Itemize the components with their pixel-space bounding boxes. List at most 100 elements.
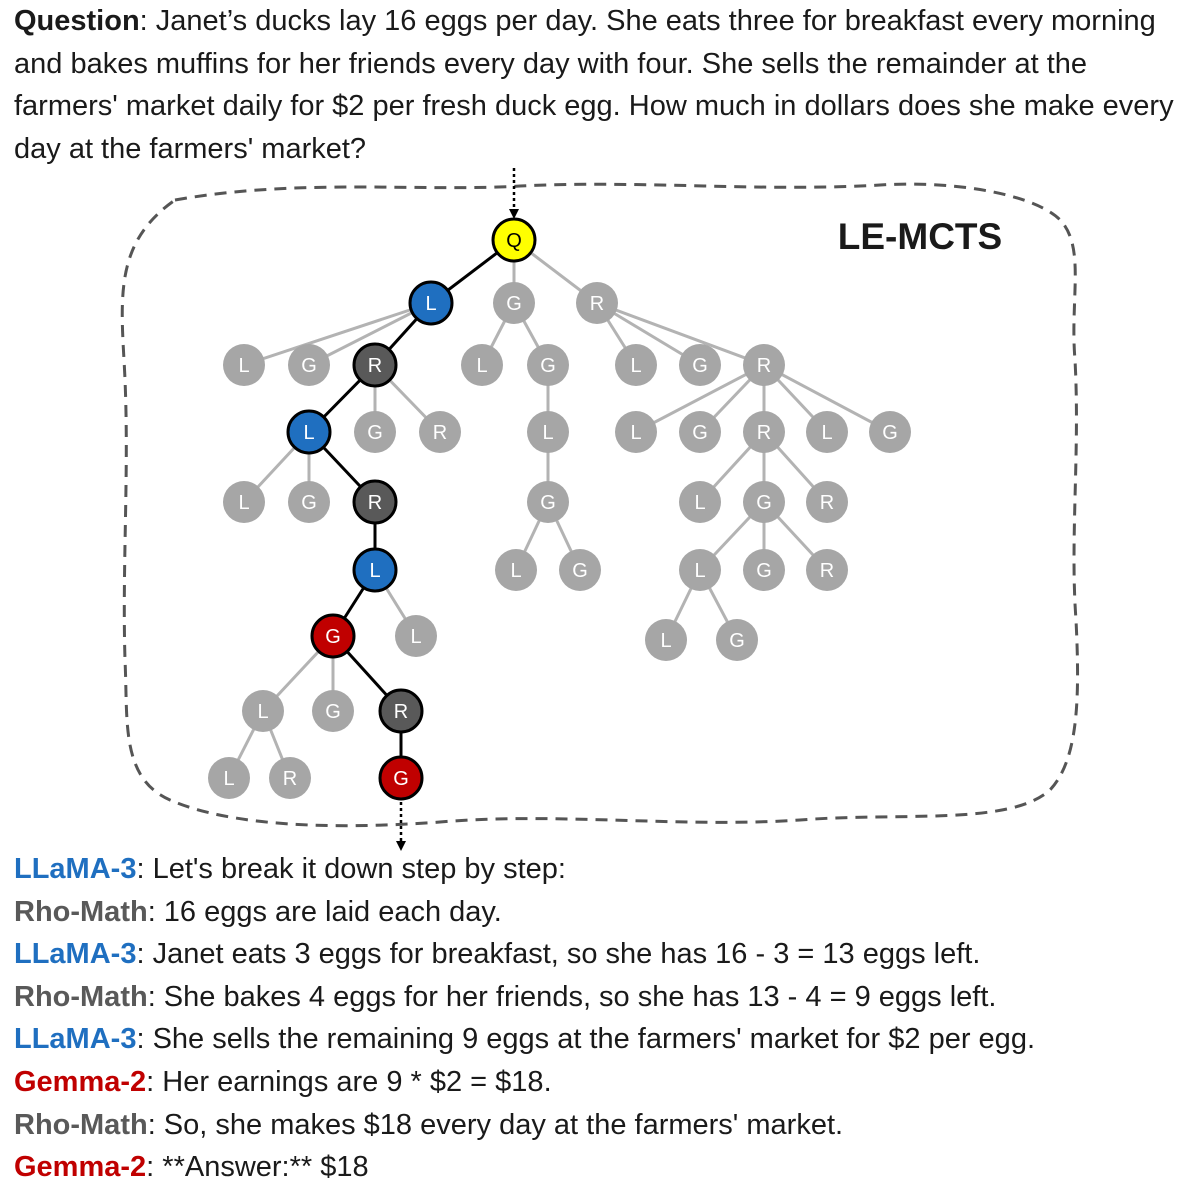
node-label: L [410,626,421,648]
reasoning-step: Rho-Math: So, she makes $18 every day at… [14,1104,1200,1147]
tree-node-l: L [242,690,284,732]
tree-node-g: G [527,344,569,386]
node-circle [310,613,356,659]
node-label: R [820,560,834,582]
reasoning-step: LLaMA-3: Janet eats 3 eggs for breakfast… [14,933,1200,976]
tree-node-r: R [419,411,461,453]
node-label: G [367,422,383,444]
node-circle [312,690,354,732]
step-model-name: Rho-Math [14,980,148,1013]
tree-node-r: R [743,411,785,453]
reasoning-step: LLaMA-3: She sells the remaining 9 eggs … [14,1018,1200,1061]
tree-node-g: G [312,690,354,732]
reasoning-steps: LLaMA-3: Let's break it down step by ste… [14,848,1200,1189]
selected-node-r: R [378,688,424,734]
selected-node-r: R [352,479,398,525]
node-circle [679,344,721,386]
node-circle [527,411,569,453]
node-label: L [542,422,553,444]
tree-node-g: G [869,411,911,453]
node-circle [869,411,911,453]
tree-node-g: G [288,481,330,523]
tree-node-l: L [679,549,721,591]
node-label: G [506,293,522,315]
node-circle [491,217,537,263]
tree-node-g: G [354,411,396,453]
node-circle [288,481,330,523]
node-circle [679,549,721,591]
step-text: : She bakes 4 eggs for her friends, so s… [147,980,997,1013]
node-circle [378,688,424,734]
tree-node-r: R [806,481,848,523]
tree-node-l: L [615,344,657,386]
tree-node-r: R [269,757,311,799]
tree-node-g: G [743,481,785,523]
node-circle [576,282,618,324]
step-model-name: Gemma-2 [14,1065,147,1098]
node-label: L [510,560,521,582]
node-label: G [756,492,772,514]
node-circle [743,411,785,453]
node-label: L [630,355,641,377]
node-label: G [882,422,898,444]
question-text: Janet’s ducks lay 16 eggs per day. She e… [14,5,1174,165]
node-label: L [694,560,705,582]
node-circle [208,757,250,799]
tree-node-g: G [288,344,330,386]
selected-node-q: Q [491,217,537,263]
node-circle [223,481,265,523]
node-label: G [540,355,556,377]
node-label: R [757,355,771,377]
node-circle [806,481,848,523]
step-model-name: Gemma-2 [14,1151,147,1184]
node-label: L [223,768,234,790]
node-label: G [540,492,556,514]
tree-node-l: L [679,481,721,523]
tree-node-r: R [576,282,618,324]
node-circle [408,280,454,326]
node-label: R [433,422,447,444]
reasoning-step: LLaMA-3: Let's break it down step by ste… [14,848,1200,891]
node-label: L [238,355,249,377]
node-label: Q [506,230,522,252]
tree-node-l: L [527,411,569,453]
step-model-name: LLaMA-3 [14,853,137,885]
node-circle [645,619,687,661]
node-circle [806,549,848,591]
node-label: R [590,293,604,315]
step-text: : 16 eggs are laid each day. [147,895,502,928]
node-label: L [821,422,832,444]
tree-node-g: G [716,619,758,661]
node-circle [743,549,785,591]
node-label: L [630,422,641,444]
node-label: R [283,768,297,790]
node-label: R [368,492,382,514]
node-label: R [820,492,834,514]
tree-node-l: L [223,344,265,386]
node-circle [354,411,396,453]
search-boundary [120,182,1080,828]
tree-node-l: L [208,757,250,799]
step-text: : She sells the remaining 9 eggs at the … [136,1023,1035,1056]
node-label: L [257,701,268,723]
tree-nodes: Q L G R L G R L G L G R L G R L L G R L G L G R G L G R L L G L G R G L L G L G… [208,217,911,801]
node-circle [242,690,284,732]
tree-edge [635,363,765,434]
step-text: : Her earnings are 9 * $2 = $18. [146,1065,552,1098]
node-circle [352,479,398,525]
tree-node-l: L [615,411,657,453]
node-label: G [692,422,708,444]
node-circle [495,549,537,591]
node-label: L [660,630,671,652]
node-label: G [729,630,745,652]
node-label: G [325,626,341,648]
node-label: L [694,492,705,514]
question-label: Question [14,5,140,37]
node-circle [615,411,657,453]
node-circle [352,342,398,388]
node-circle [419,411,461,453]
selected-node-l: L [352,547,398,593]
step-model-name: Rho-Math [14,1108,148,1141]
le-mcts-diagram: LE-MCTS Q L G R L G R L G L G R L G R L L G R L G L G R G L G R L L G L… [120,168,1080,851]
node-label: G [572,560,588,582]
